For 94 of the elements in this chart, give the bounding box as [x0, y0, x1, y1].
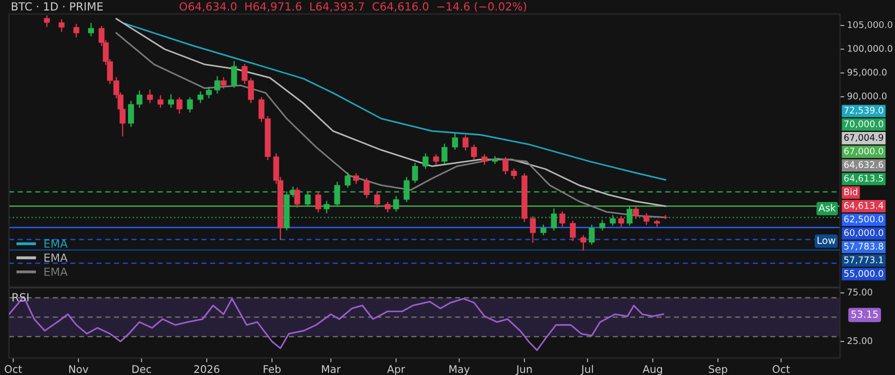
candlestick [168, 94, 174, 108]
candlestick [644, 213, 650, 225]
candlestick [176, 97, 182, 114]
x-tick-label: Jul [580, 364, 593, 375]
candlestick [353, 173, 360, 184]
text: 60,000.0 [844, 229, 884, 237]
candlestick [470, 144, 477, 160]
candlestick [482, 154, 488, 165]
x-tick-label: Jun [516, 365, 532, 375]
candlestick [315, 192, 322, 212]
candlestick [393, 196, 400, 212]
candlestick [88, 22, 94, 36]
candlestick [580, 235, 586, 251]
candlestick [206, 86, 212, 98]
candlestick [412, 162, 418, 183]
candlestick [334, 182, 340, 207]
legend-label: EMA [44, 268, 68, 276]
candlestick [632, 206, 639, 220]
candlestick [442, 144, 448, 164]
series-label: RSI [12, 293, 28, 302]
text: 72,539.0 [844, 106, 884, 115]
text: 62,500.0 [844, 216, 884, 224]
candlestick [214, 76, 220, 94]
candlestick [502, 157, 508, 174]
candlestick [510, 168, 517, 180]
candlestick [128, 100, 134, 127]
legend-label: EMA [44, 240, 68, 248]
chart-subtitle: O64,634.0 H64,971.6 L64,393.7 C64,616.0 −14.6 (−0.02%) [180, 2, 526, 12]
text: 64,613.4 [844, 202, 884, 210]
candlestick [559, 211, 566, 227]
legend-label: EMA [44, 254, 68, 262]
candlestick [570, 220, 576, 241]
candlestick [294, 188, 300, 208]
ref-line-label: Low [818, 236, 836, 244]
candlestick [304, 191, 311, 207]
candlestick [404, 177, 410, 202]
candlestick [610, 215, 616, 226]
x-tick-label: Feb [264, 364, 281, 374]
text: 53.15 [851, 310, 878, 318]
candlestick [324, 200, 330, 214]
line-series [124, 22, 666, 181]
candlestick [550, 208, 557, 230]
candlestick [433, 154, 440, 165]
candlestick [618, 216, 624, 227]
text: 64,632.6 [844, 161, 884, 169]
ref-line-label: Ask [818, 204, 836, 212]
text: 67,000.0 [844, 148, 884, 156]
candlestick [530, 216, 536, 243]
candlestick [344, 172, 351, 188]
x-tick-label: Oct [772, 365, 790, 374]
y-tick-label: 95,000.0 [848, 68, 887, 77]
y-tick-label: 25.00 [848, 337, 872, 344]
chart-title: BTC · 1D · PRIME [12, 2, 103, 11]
x-tick-label: Oct [4, 365, 22, 374]
text: 57,783.8 [844, 242, 884, 251]
candlestick [462, 135, 468, 151]
y-tick-label: 105,000.0 [848, 21, 892, 29]
candlestick [44, 15, 50, 27]
text: 55,000.0 [844, 270, 884, 278]
x-tick-label: Sep [708, 365, 728, 375]
candlestick [136, 90, 142, 108]
candlestick [422, 153, 428, 169]
candlestick [198, 91, 204, 104]
candlestick [147, 90, 153, 104]
candlestick [364, 178, 370, 198]
y-tick-label: 100,000.0 [848, 44, 892, 53]
candlestick [599, 220, 606, 230]
candlestick [384, 202, 391, 212]
candlestick [186, 97, 193, 113]
x-tick-label: Mar [322, 365, 341, 374]
candlestick [231, 61, 238, 88]
x-tick-label: Nov [69, 365, 88, 374]
candlestick [158, 95, 164, 108]
y-tick-label: 90,000.0 [848, 92, 887, 100]
text: 57,773.1 [844, 256, 883, 264]
candlestick [540, 224, 546, 236]
x-tick-label: Dec [132, 365, 151, 374]
candlestick [452, 132, 458, 150]
text: 67,004.9 [844, 134, 884, 142]
x-tick-label: Apr [387, 365, 406, 375]
x-tick-label: Aug [642, 365, 662, 375]
y-tick-label: 75.00 [848, 288, 872, 296]
text: 64,613.5 [844, 174, 883, 183]
text: Bid [844, 188, 858, 196]
candlestick [73, 24, 80, 38]
text: 70,000.0 [844, 120, 884, 128]
candlestick [374, 192, 380, 208]
candlestick [626, 206, 633, 226]
candlestick [588, 224, 595, 245]
candlestick [662, 215, 668, 220]
candlestick [220, 77, 227, 89]
x-tick-label: May [449, 365, 470, 375]
x-tick-label: 2026 [194, 365, 220, 374]
candlestick [58, 19, 65, 32]
